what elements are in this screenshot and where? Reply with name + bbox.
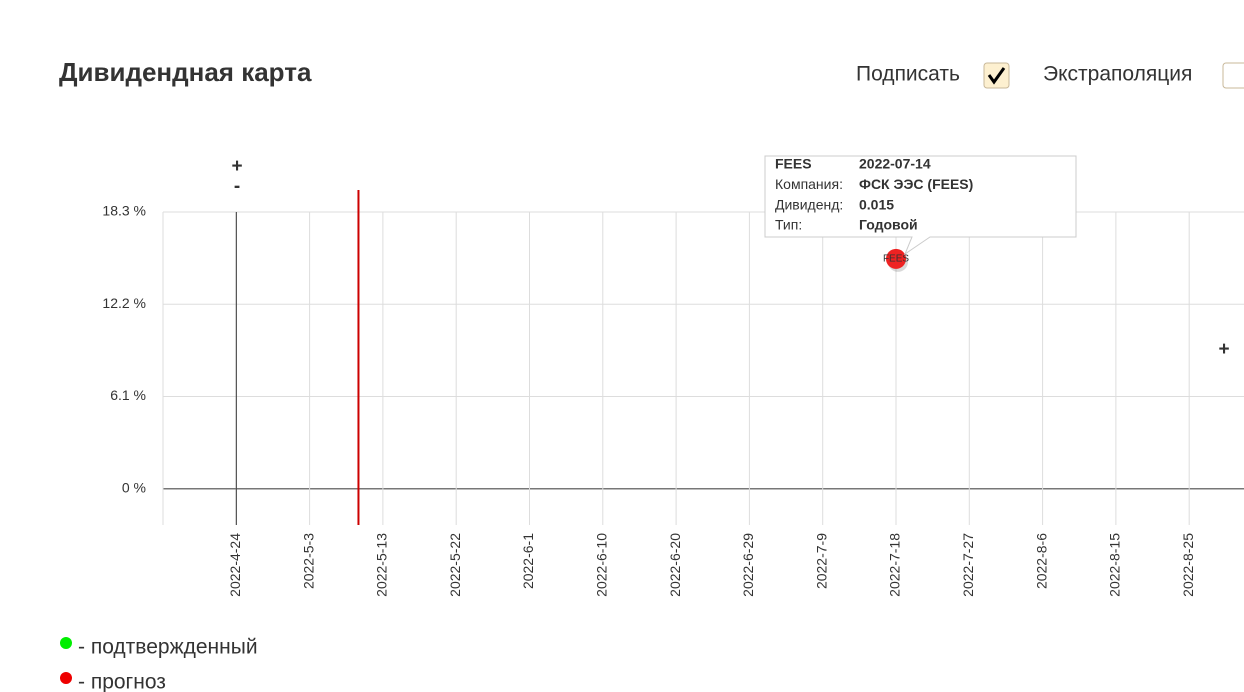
x-tick-label: 2022-8-25 — [1180, 533, 1196, 597]
legend-label: - подтвержденный — [78, 636, 258, 659]
x-tick-label: 2022-6-29 — [740, 533, 756, 597]
x-tick-label: 2022-7-9 — [813, 533, 829, 589]
tooltip-label: Дивиденд: — [775, 196, 843, 212]
checkbox-label[interactable]: Экстраполяция — [1043, 63, 1192, 86]
x-tick-label: 2022-5-3 — [300, 533, 316, 589]
zoom-out-button[interactable]: - — [234, 176, 240, 197]
checkmark — [987, 67, 1006, 85]
tooltip-label: FEES — [775, 156, 812, 172]
x-tick-label: 2022-5-22 — [447, 533, 463, 597]
y-tick-label: 0 % — [122, 479, 146, 495]
tooltip-label: Компания: — [775, 176, 843, 192]
x-tick-label: 2022-6-10 — [594, 533, 610, 597]
legend-swatch — [60, 637, 72, 649]
tooltip-value: ФСК ЭЭС (FEES) — [859, 176, 973, 192]
x-tick-label: 2022-6-20 — [667, 533, 683, 597]
x-tick-label: 2022-8-15 — [1107, 533, 1123, 597]
y-tick-label: 12.2 % — [102, 295, 146, 311]
page-title: Дивидендная карта — [59, 57, 312, 87]
tooltip-label: Тип: — [775, 217, 802, 233]
x-tick-label: 2022-7-27 — [960, 533, 976, 597]
checkbox[interactable] — [1222, 62, 1244, 89]
x-tick-label: 2022-4-24 — [227, 533, 243, 597]
legend-swatch — [60, 672, 72, 684]
data-point[interactable] — [886, 248, 906, 269]
x-tick-label: 2022-6-1 — [520, 533, 536, 589]
x-tick-label: 2022-8-6 — [1033, 533, 1049, 589]
tooltip-value: 0.015 — [859, 196, 894, 212]
y-tick-label: 18.3 % — [102, 203, 146, 219]
x-tick-label: 2022-5-13 — [374, 533, 390, 597]
tooltip-value: 2022-07-14 — [859, 156, 931, 172]
checkbox[interactable] — [983, 62, 1010, 89]
tooltip — [764, 155, 1077, 256]
x-tick-label: 2022-7-18 — [887, 533, 903, 597]
checkbox-label[interactable]: Подписать — [856, 63, 960, 86]
tooltip-value: Годовой — [859, 217, 918, 233]
legend-label: - прогноз — [78, 671, 166, 692]
zoom-in-button[interactable]: + — [1218, 339, 1229, 360]
zoom-in-button[interactable]: + — [231, 156, 242, 177]
y-tick-label: 6.1 % — [110, 387, 146, 403]
point-label: FEES — [883, 254, 909, 265]
